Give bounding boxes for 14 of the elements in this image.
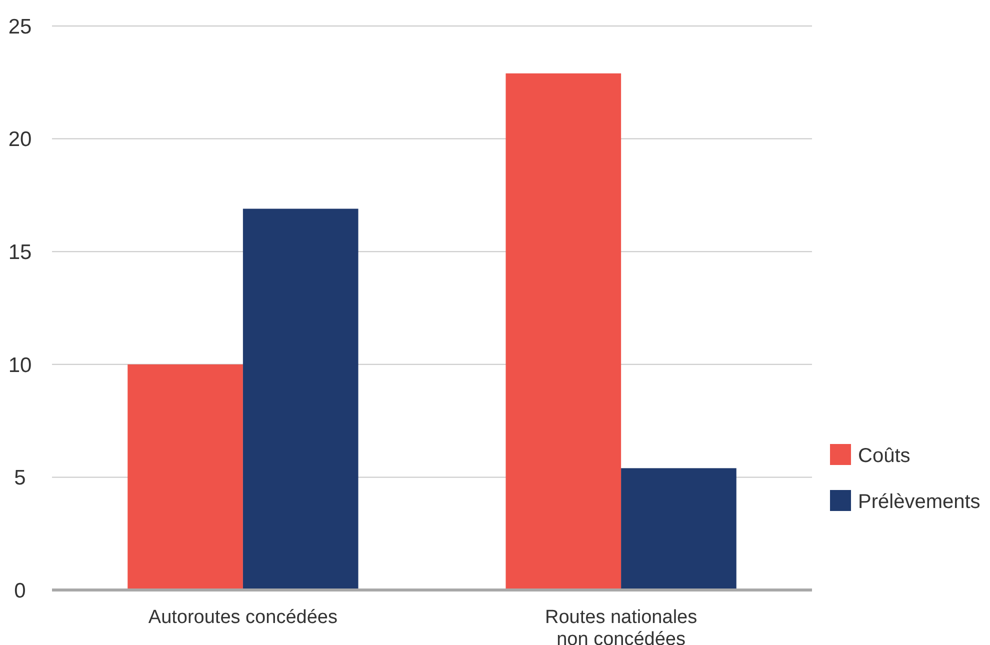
bar — [506, 73, 622, 590]
legend-label: Prélèvements — [858, 491, 980, 513]
y-tick-label: 0 — [14, 579, 26, 602]
x-tick-label: Routes nationales non concédées — [545, 607, 698, 645]
bar — [621, 468, 736, 590]
y-tick-label: 25 — [8, 15, 32, 38]
bar — [242, 208, 358, 590]
legend-label: Coûts — [858, 445, 910, 467]
y-tick-label: 15 — [8, 240, 32, 264]
y-tick-label: 5 — [14, 466, 26, 490]
y-tick-label: 10 — [8, 354, 32, 377]
bar — [128, 364, 243, 590]
y-tick-label: 20 — [8, 128, 32, 152]
x-tick-label: Autoroutes concédées — [148, 607, 338, 628]
